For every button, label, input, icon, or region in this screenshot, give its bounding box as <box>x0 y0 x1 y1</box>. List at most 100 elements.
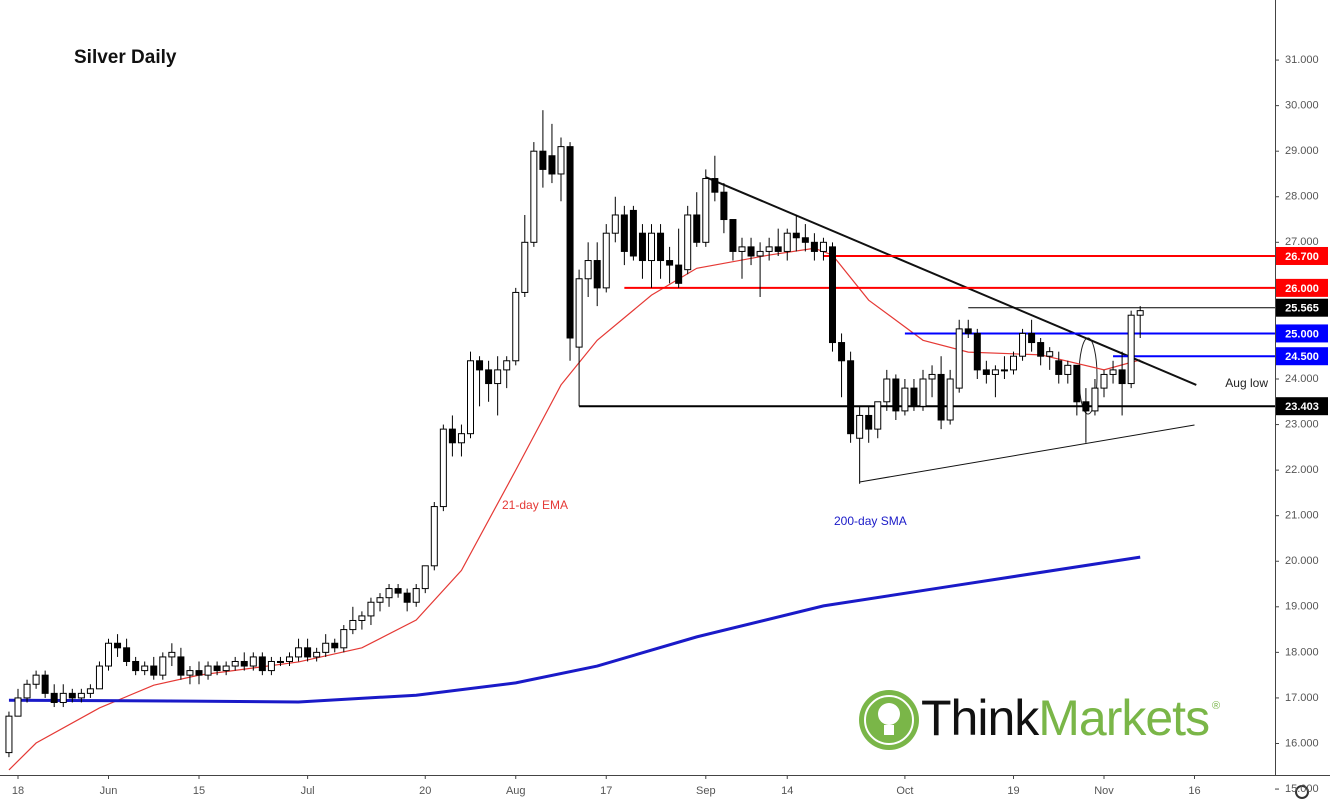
candle-body <box>503 360 511 371</box>
candle-body <box>240 660 248 667</box>
candle-body <box>59 692 67 703</box>
candle-body <box>792 232 800 239</box>
candle-body <box>1073 364 1081 403</box>
candle-body <box>602 232 610 289</box>
candle-body <box>105 642 112 667</box>
candle-body <box>68 692 76 699</box>
candle-body <box>838 342 846 362</box>
candle-body <box>295 647 303 658</box>
indicator-line <box>8 555 1141 704</box>
candle-body <box>620 214 628 252</box>
price-label: 23.403 <box>1285 401 1319 413</box>
candle-body <box>177 656 185 676</box>
candle-body <box>349 619 357 631</box>
candle-body <box>1010 355 1017 371</box>
price-label: 26.700 <box>1285 251 1319 263</box>
candle-body <box>1127 314 1135 385</box>
y-tick-label: 20.000 <box>1285 555 1319 567</box>
logo-bulb-base <box>884 725 894 735</box>
candle-body <box>883 378 891 403</box>
candle-body <box>95 665 103 690</box>
candle-body <box>910 387 918 407</box>
candle-body <box>331 642 339 649</box>
candle-body <box>693 214 701 243</box>
candle-body <box>123 647 131 662</box>
y-tick-label: 23.000 <box>1285 418 1319 430</box>
candle-body <box>23 683 31 699</box>
candle-body <box>41 674 49 694</box>
price-label: 25.000 <box>1285 328 1319 340</box>
candle-body <box>684 214 692 271</box>
candle-body <box>376 597 384 603</box>
candle-body <box>204 665 212 676</box>
x-tick-label: 18 <box>12 785 24 797</box>
aug-low-label: Aug low <box>1225 376 1268 390</box>
candle-body <box>222 665 230 672</box>
candle-body <box>666 260 674 266</box>
candle-body <box>973 332 981 371</box>
logo-text: ThinkMarkets <box>921 690 1209 746</box>
price-label: 24.500 <box>1285 351 1319 363</box>
candle-body <box>286 656 293 662</box>
logo-text-think: Think <box>921 690 1040 746</box>
candle-body <box>476 360 484 371</box>
trendline <box>859 424 1195 483</box>
candle-body <box>304 647 312 658</box>
x-tick-label: Sep <box>696 785 716 797</box>
candle-body <box>1100 373 1108 389</box>
candle-body <box>457 433 465 444</box>
price-label-box <box>1276 324 1328 343</box>
logo-ring <box>864 695 914 745</box>
candle-body <box>829 246 836 344</box>
candle-body <box>195 670 203 676</box>
ema-label: 21-day EMA <box>502 498 568 512</box>
y-tick-label: 28.000 <box>1285 191 1319 203</box>
candle-body <box>946 378 954 421</box>
candle-body <box>1019 332 1027 357</box>
price-label-box <box>1276 397 1328 416</box>
candle-body <box>494 369 502 385</box>
sma-label: 200-day SMA <box>834 514 907 528</box>
candle-body <box>32 674 40 685</box>
candle-body <box>231 660 239 667</box>
logo-registered: ® <box>1212 700 1220 712</box>
logo-text-markets: Markets <box>1038 690 1209 746</box>
y-tick-label: 22.000 <box>1285 464 1319 476</box>
settings-icon[interactable] <box>1295 785 1309 799</box>
candle-body <box>937 373 945 421</box>
candle-body <box>819 241 827 252</box>
candle-body <box>774 246 782 252</box>
price-label-box <box>1276 347 1328 366</box>
candle-body <box>430 506 438 567</box>
candle-body <box>955 328 963 389</box>
settings-gear[interactable] <box>1295 785 1309 799</box>
candle-body <box>132 660 140 672</box>
candle-body <box>213 665 221 672</box>
candle-body <box>358 615 366 621</box>
candle-body <box>5 715 13 754</box>
candle-body <box>403 592 411 603</box>
candle-body <box>919 378 927 407</box>
candle-body <box>267 660 275 672</box>
candle-body <box>928 373 936 380</box>
y-tick-label: 17.000 <box>1285 692 1319 704</box>
logo: ThinkMarkets ® <box>859 690 1220 750</box>
candle-body <box>1046 351 1054 357</box>
candle-body <box>539 150 547 170</box>
x-tick-label: 16 <box>1188 785 1200 797</box>
candle-body <box>675 264 683 284</box>
y-tick-label: 31.000 <box>1285 54 1319 66</box>
candle-body <box>810 241 818 252</box>
candle-body <box>611 214 619 234</box>
indicator-line <box>8 247 1141 771</box>
candle-body <box>575 278 583 348</box>
candle-body <box>738 246 746 252</box>
candle-body <box>512 291 520 362</box>
candle-body <box>1000 369 1008 372</box>
candle-body <box>991 369 999 375</box>
candle-body <box>657 232 665 262</box>
x-tick-label: 19 <box>1007 785 1019 797</box>
candle-body <box>385 588 393 599</box>
candle-body <box>847 360 855 435</box>
